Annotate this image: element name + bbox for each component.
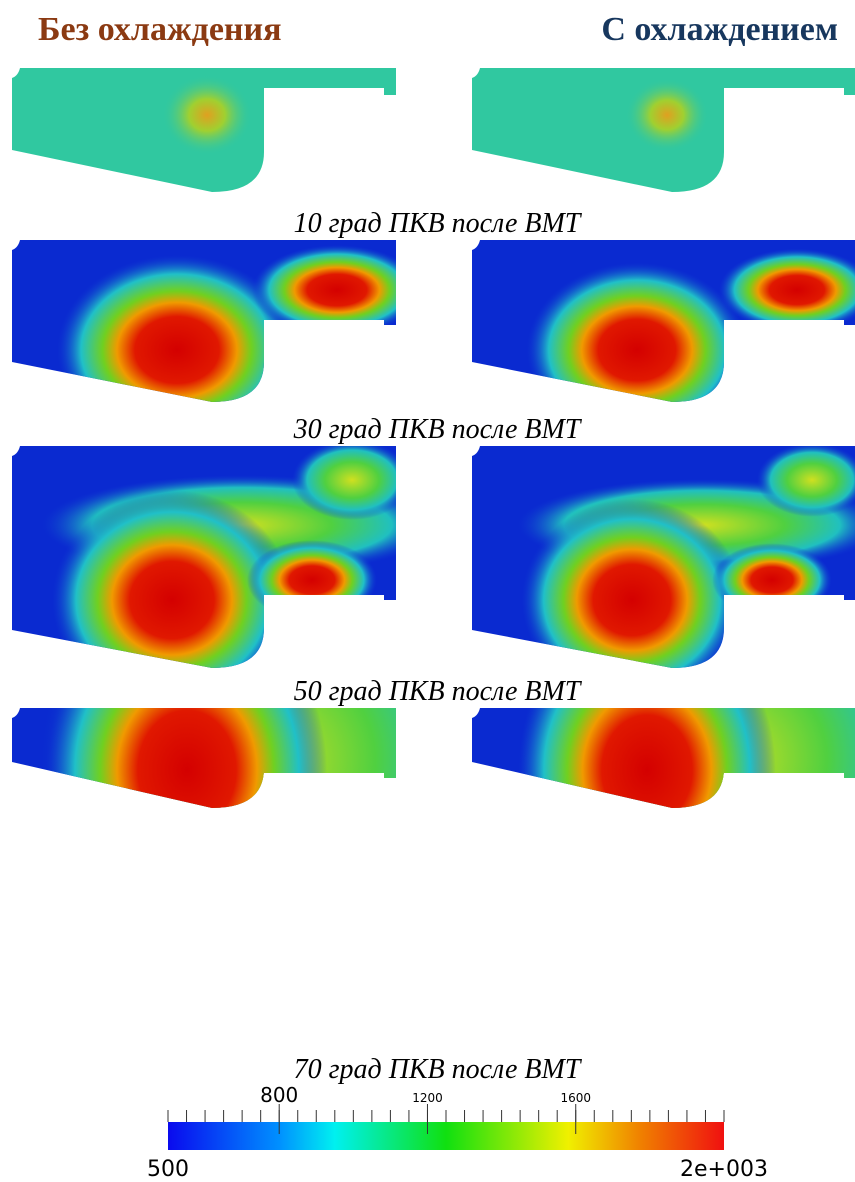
field-hotspot	[756, 446, 855, 517]
field-panel	[12, 68, 396, 192]
field-hotspot	[47, 708, 327, 808]
field-hotspot	[252, 245, 396, 335]
caption: 10 град ПКВ после ВМТ	[294, 208, 583, 239]
colorbar-max: 2e+003	[680, 1157, 768, 1182]
field-hotspot	[247, 540, 377, 620]
colorbar-axis: 800 1200 1600	[167, 1083, 725, 1134]
tick-label: 800	[260, 1083, 298, 1107]
field-panel	[472, 240, 855, 402]
field-hotspot	[625, 78, 709, 152]
field-hotspot	[712, 543, 832, 617]
field-panel	[472, 446, 855, 668]
field-hotspot	[526, 262, 748, 402]
tick-label: 1600	[560, 1091, 591, 1105]
caption: 30 град ПКВ после ВМТ	[293, 414, 583, 445]
field-hotspot	[292, 446, 396, 520]
field-panel	[472, 68, 855, 192]
left-title: Без охлаждения	[38, 11, 281, 48]
right-title: С охлаждением	[601, 11, 838, 48]
caption: 70 град ПКВ после ВМТ	[294, 1054, 583, 1085]
field-panel	[12, 446, 396, 668]
colorbar-min: 500	[147, 1157, 189, 1182]
field-hotspot	[518, 708, 776, 808]
field-hotspot	[521, 498, 743, 668]
panels	[12, 68, 855, 808]
colorbar	[168, 1122, 724, 1150]
caption: 50 град ПКВ после ВМТ	[294, 676, 583, 707]
field-hotspot	[718, 248, 855, 332]
field-hotspot	[162, 75, 252, 155]
tick-label: 1200	[412, 1091, 443, 1105]
